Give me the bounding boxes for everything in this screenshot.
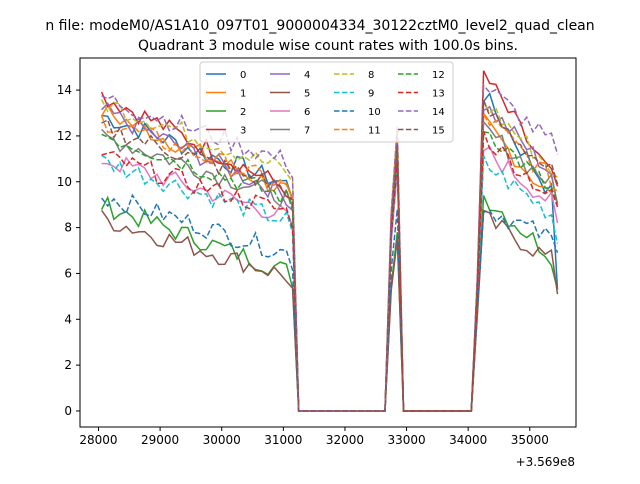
x-tick-label: 34000	[449, 433, 487, 447]
x-offset-label: +3.569e8	[516, 455, 575, 469]
y-tick-label: 6	[64, 266, 72, 280]
legend-label-9: 9	[368, 89, 374, 100]
x-tick-label: 28000	[79, 433, 117, 447]
legend-label-2: 2	[240, 107, 246, 118]
legend-label-4: 4	[304, 70, 310, 81]
legend-label-8: 8	[368, 70, 374, 81]
legend-label-1: 1	[240, 89, 246, 100]
y-tick-label: 2	[64, 358, 72, 372]
x-tick-label: 30000	[203, 433, 241, 447]
series-line-9	[101, 154, 559, 412]
series-line-15	[101, 99, 559, 412]
legend-label-14: 14	[432, 107, 445, 118]
y-tick-label: 14	[57, 83, 72, 97]
legend-label-10: 10	[368, 107, 381, 118]
axis-ticks: 28000 29000 30000 31000 32000 33000 34000 35000…	[57, 83, 549, 447]
series-line-1	[100, 103, 559, 412]
y-tick-label: 8	[64, 221, 72, 235]
figure-suptitle: n file: modeM0/AS1A10_097T01_9000004334_…	[45, 18, 594, 34]
series-line-11	[100, 111, 558, 412]
y-tick-label: 10	[57, 175, 72, 189]
legend-label-0: 0	[240, 70, 246, 81]
series-line-2	[100, 195, 559, 412]
legend-label-6: 6	[304, 107, 310, 118]
legend-label-3: 3	[240, 126, 246, 137]
legend-label-13: 13	[432, 89, 445, 100]
x-tick-label: 31000	[264, 433, 302, 447]
chart-title: Quadrant 3 module wise count rates with …	[138, 38, 518, 54]
y-tick-label: 12	[57, 129, 72, 143]
x-tick-label: 32000	[326, 433, 364, 447]
series-line-7	[101, 119, 559, 412]
x-tick-label: 29000	[141, 433, 179, 447]
series-line-6	[101, 145, 559, 412]
series-line-5	[100, 209, 559, 412]
x-tick-label: 33000	[387, 433, 425, 447]
legend-label-5: 5	[304, 89, 310, 100]
legend-label-15: 15	[432, 126, 445, 137]
series-line-13	[101, 130, 559, 412]
legend-label-12: 12	[432, 70, 445, 81]
series-lines	[100, 70, 559, 412]
x-tick-label: 35000	[511, 433, 549, 447]
legend-box	[199, 61, 454, 143]
axes-frame	[79, 57, 577, 428]
legend-label-7: 7	[304, 126, 310, 137]
legend-label-11: 11	[368, 126, 381, 137]
y-tick-label: 4	[64, 312, 72, 326]
y-tick-label: 0	[64, 404, 72, 418]
series-line-10	[101, 193, 559, 412]
